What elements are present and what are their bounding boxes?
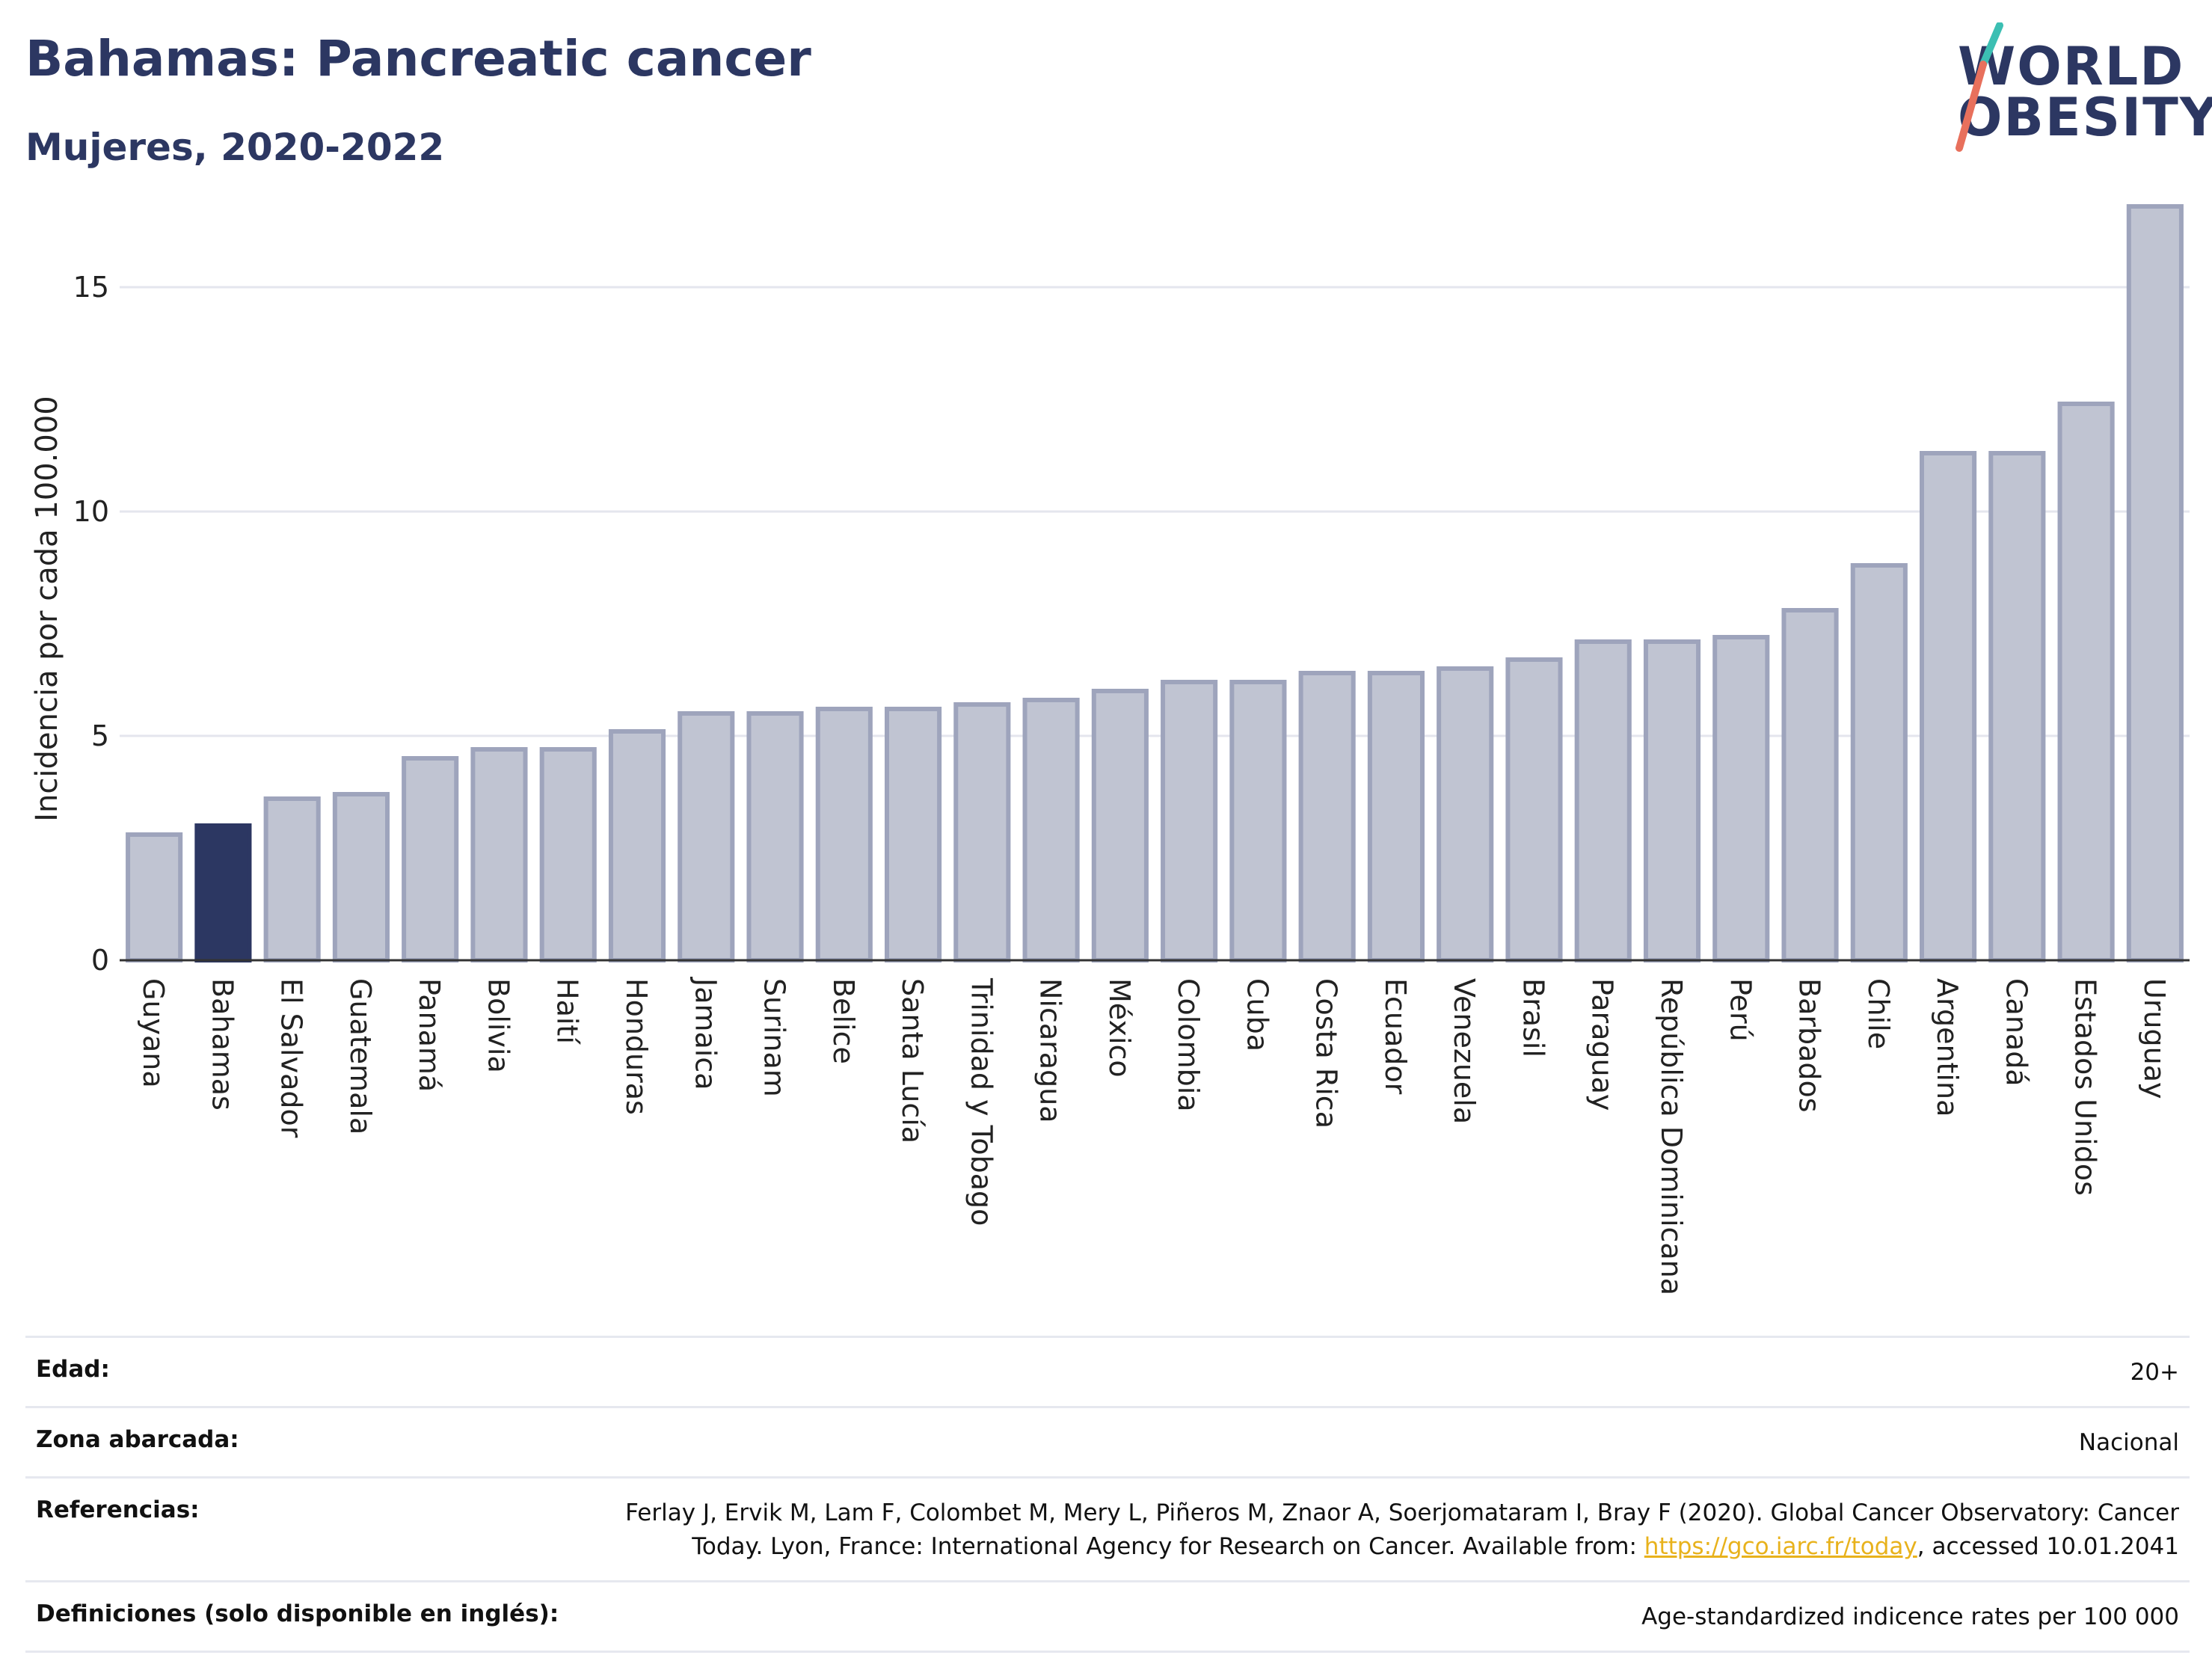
- info-row-zona: Zona abarcada: Nacional: [25, 1405, 2190, 1476]
- bar-brasil: [1505, 657, 1563, 962]
- definiciones-value: Age-standardized indicence rates per 100…: [1641, 1603, 2179, 1630]
- x-axis: Guyana Bahamas El Salvador Guatemala Panamá B…: [120, 959, 2190, 1295]
- reference-link[interactable]: https://gco.iarc.fr/today: [1644, 1532, 1917, 1560]
- bar-santa-lucía: [885, 707, 942, 962]
- bar-surinam: [746, 711, 804, 962]
- bar-honduras: [608, 729, 666, 962]
- edad-value: 20+: [2130, 1359, 2179, 1386]
- x-tick-label: Barbados: [1793, 978, 1826, 1113]
- referencias-label: Referencias:: [36, 1496, 200, 1523]
- referencias-value: Ferlay J, Ervik M, Lam F, Colombet M, Me…: [625, 1496, 2179, 1564]
- bar-guatemala: [332, 792, 390, 962]
- bar-perú: [1712, 635, 1770, 962]
- logo-word-world: WORLD: [1958, 36, 2185, 97]
- bar-uruguay: [2126, 204, 2184, 962]
- y-tick-label: 5: [91, 719, 109, 752]
- y-tick-label: 10: [73, 495, 109, 528]
- bar-el-salvador: [263, 796, 321, 962]
- bar-haití: [539, 747, 597, 962]
- x-tick-label: Uruguay: [2138, 978, 2171, 1099]
- chart-subtitle: Mujeres, 2020-2022: [25, 126, 445, 169]
- x-tick-label: Guyana: [137, 978, 170, 1088]
- definiciones-label: Definiciones (solo disponible en inglés)…: [36, 1600, 559, 1627]
- x-tick-label: Estados Unidos: [2069, 978, 2102, 1196]
- x-tick-label: Colombia: [1172, 978, 1205, 1112]
- x-tick-label: Nicaragua: [1034, 978, 1067, 1123]
- bar-cuba: [1229, 680, 1287, 962]
- bar-república-dominicana: [1643, 639, 1701, 962]
- x-tick-label: Brasil: [1517, 978, 1549, 1057]
- x-tick-label: Argentina: [1931, 978, 1964, 1117]
- bar-colombia: [1161, 680, 1218, 962]
- x-tick-label: Belice: [827, 978, 860, 1064]
- logo-word-obesity: OBESITY: [1958, 87, 2212, 148]
- x-tick-label: Chile: [1862, 978, 1895, 1049]
- x-tick-label: Haití: [551, 978, 584, 1045]
- bar-panamá: [402, 756, 459, 962]
- x-tick-label: Surinam: [758, 978, 791, 1097]
- x-tick-label: Cuba: [1241, 978, 1274, 1051]
- grid-lines: [120, 286, 2190, 737]
- bar-bahamas: [194, 823, 252, 962]
- x-tick-label: Costa Rica: [1310, 978, 1343, 1129]
- bar-belice: [815, 707, 873, 962]
- y-axis: 0 5 10 15: [73, 271, 109, 977]
- x-tick-label: Bolivia: [482, 978, 514, 1073]
- bar-méxico: [1091, 689, 1149, 962]
- bar-chart: 0 5 10 15 Guyana Bahamas El Salvador Guatemala…: [30, 204, 2190, 1295]
- chart-title: Bahamas: Pancreatic cancer: [25, 30, 811, 87]
- bar-nicaragua: [1022, 698, 1080, 962]
- bar-bolivia: [470, 747, 528, 962]
- x-tick-label: Honduras: [620, 978, 653, 1115]
- y-tick-label: 0: [91, 944, 109, 977]
- info-row-definiciones: Definiciones (solo disponible en inglés)…: [25, 1579, 2190, 1653]
- x-tick-label: Ecuador: [1379, 978, 1412, 1095]
- bar-venezuela: [1437, 666, 1494, 962]
- x-tick-label: Panamá: [413, 978, 446, 1092]
- x-tick-label: Bahamas: [206, 978, 239, 1111]
- bar-barbados: [1781, 608, 1839, 962]
- x-tick-label: Canadá: [2000, 978, 2033, 1087]
- info-table: Edad: 20+ Zona abarcada: Nacional Refere…: [25, 1336, 2190, 1653]
- x-tick-label: Trinidad y Tobago: [965, 977, 998, 1226]
- world-obesity-logo: WORLD OBESITY: [1944, 22, 2212, 165]
- edad-label: Edad:: [36, 1356, 110, 1383]
- x-tick-label: República Dominicana: [1655, 978, 1688, 1295]
- reference-accessed: , accessed 10.01.2041: [1917, 1532, 2179, 1560]
- bar-paraguay: [1574, 639, 1632, 962]
- x-tick-label: Perú: [1724, 978, 1757, 1042]
- x-tick-label: Venezuela: [1448, 978, 1481, 1124]
- x-tick-label: Guatemala: [344, 978, 377, 1134]
- zona-value: Nacional: [2078, 1428, 2179, 1456]
- x-tick-label: México: [1103, 978, 1136, 1078]
- bar-costa-rica: [1298, 671, 1356, 962]
- x-tick-label: Jamaica: [689, 977, 722, 1090]
- reference-line-2: Today. Lyon, France: International Agenc…: [625, 1530, 2179, 1564]
- bar-ecuador: [1367, 671, 1425, 962]
- bar-trinidad-y-tobago: [953, 702, 1011, 962]
- bar-canadá: [1988, 451, 2046, 962]
- x-tick-label: El Salvador: [275, 978, 308, 1138]
- reference-text: Today. Lyon, France: International Agenc…: [692, 1532, 1644, 1560]
- info-row-edad: Edad: 20+: [25, 1336, 2190, 1406]
- x-tick-label: Paraguay: [1586, 978, 1619, 1111]
- info-row-referencias: Referencias: Ferlay J, Ervik M, Lam F, C…: [25, 1476, 2190, 1580]
- bar-chile: [1850, 563, 1908, 962]
- x-tick-label: Santa Lucía: [896, 978, 929, 1143]
- bar-guyana: [126, 832, 183, 962]
- bars: [126, 204, 2184, 962]
- y-axis-label: Incidencia por cada 100.000: [30, 396, 64, 822]
- bar-jamaica: [678, 711, 735, 962]
- reference-line-1: Ferlay J, Ervik M, Lam F, Colombet M, Me…: [625, 1499, 2179, 1526]
- zona-label: Zona abarcada:: [36, 1425, 239, 1453]
- logo-slash-icon: [1956, 22, 2003, 152]
- bar-estados-unidos: [2057, 402, 2115, 962]
- y-tick-label: 15: [73, 271, 109, 304]
- bar-argentina: [1920, 451, 1977, 962]
